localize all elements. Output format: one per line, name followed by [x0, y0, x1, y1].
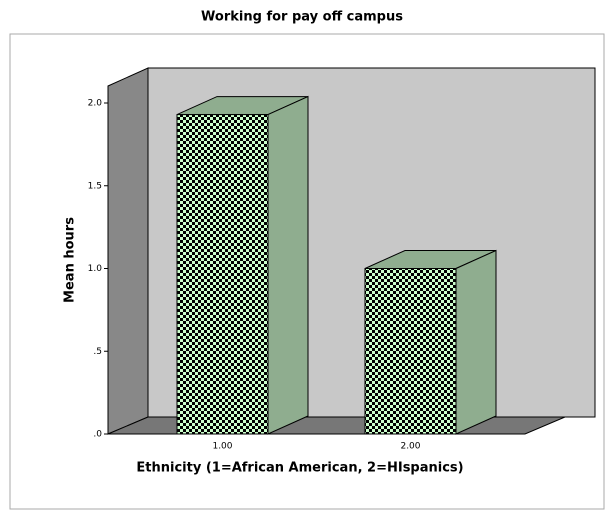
y-tick-label: 1.5 [88, 181, 102, 191]
x-axis-label: Ethnicity (1=African American, 2=HIspani… [136, 461, 463, 476]
side-wall [107, 67, 149, 435]
bar-side [267, 95, 309, 435]
bar [176, 114, 269, 435]
bar [364, 268, 457, 435]
y-tick-label: .5 [93, 347, 102, 357]
y-tick-label: 2.0 [88, 99, 103, 109]
y-tick-label: 1.0 [88, 264, 103, 274]
x-tick-label: 2.00 [400, 442, 420, 452]
x-tick-label: 1.00 [212, 442, 232, 452]
y-axis-label: Mean hours [63, 217, 78, 303]
y-tick-label: .0 [93, 430, 102, 440]
bar-side [455, 249, 497, 435]
chart-title: Working for pay off campus [201, 10, 403, 25]
